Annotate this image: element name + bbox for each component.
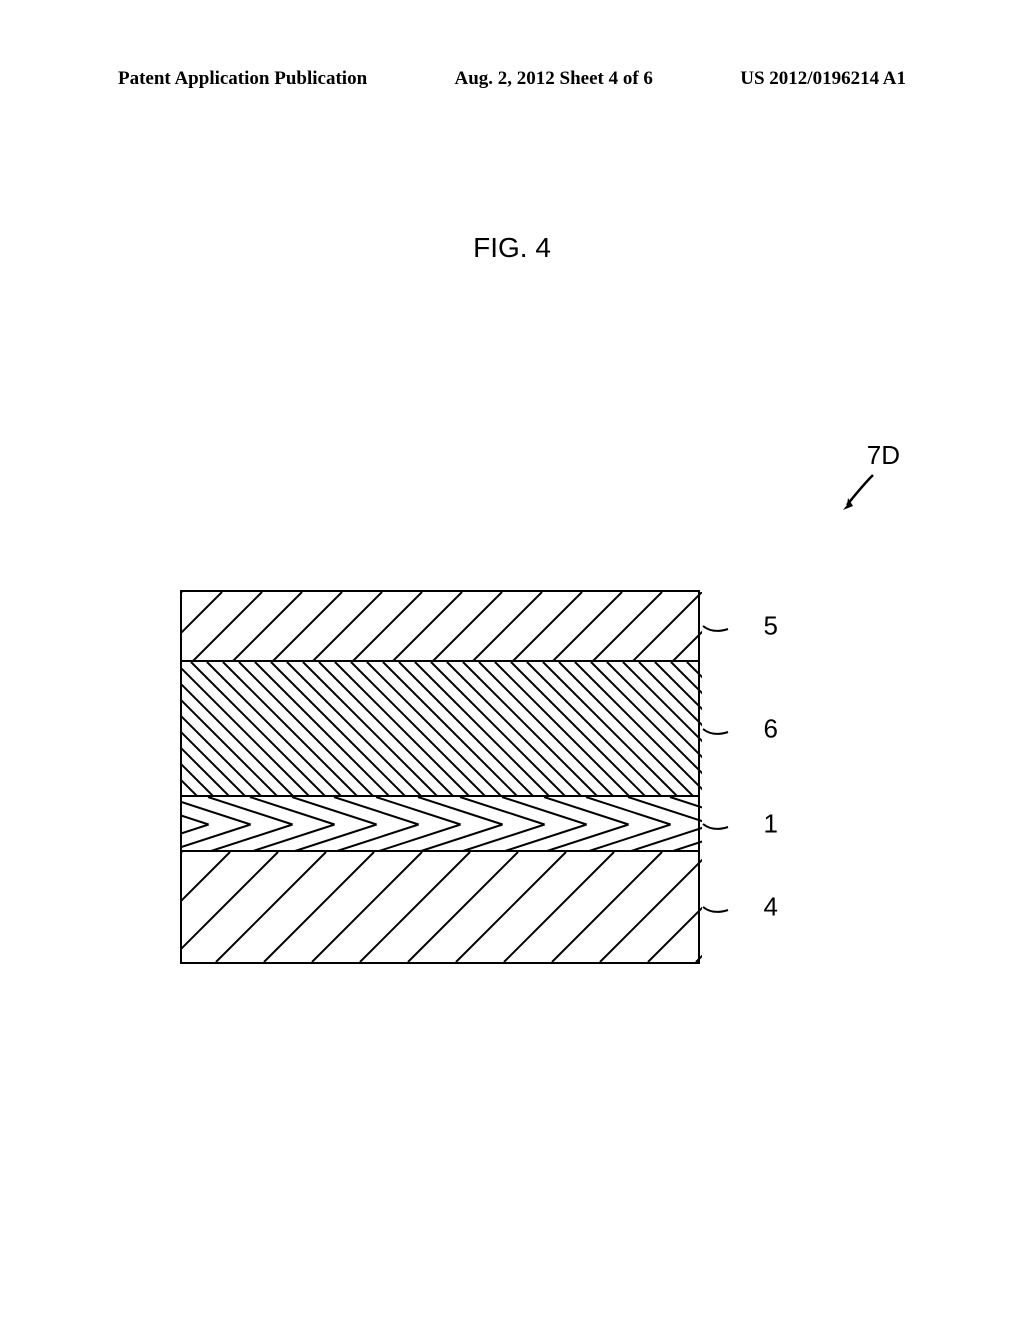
layer-label-4: 4	[764, 892, 778, 923]
lead-line-icon	[703, 626, 743, 646]
layer-label-5: 5	[764, 611, 778, 642]
header-publication-number: US 2012/0196214 A1	[740, 68, 906, 90]
layer-label-6: 6	[764, 713, 778, 744]
layer-6: 6	[182, 662, 698, 797]
assembly-arrow-icon	[835, 470, 880, 515]
lead-line-icon	[703, 907, 743, 927]
layer-4: 4	[182, 852, 698, 962]
lead-line-icon	[703, 824, 743, 844]
page-header: Patent Application Publication Aug. 2, 2…	[0, 68, 1024, 90]
figure-title: FIG. 4	[473, 232, 551, 264]
layer-label-1: 1	[764, 808, 778, 839]
layer-stack: 5 6 1 4	[180, 590, 700, 964]
layer-5: 5	[182, 592, 698, 662]
assembly-reference-label: 7D	[867, 440, 900, 471]
header-publication-type: Patent Application Publication	[118, 68, 367, 90]
lead-line-icon	[703, 729, 743, 749]
layer-1: 1	[182, 797, 698, 852]
header-date-sheet: Aug. 2, 2012 Sheet 4 of 6	[454, 68, 652, 90]
